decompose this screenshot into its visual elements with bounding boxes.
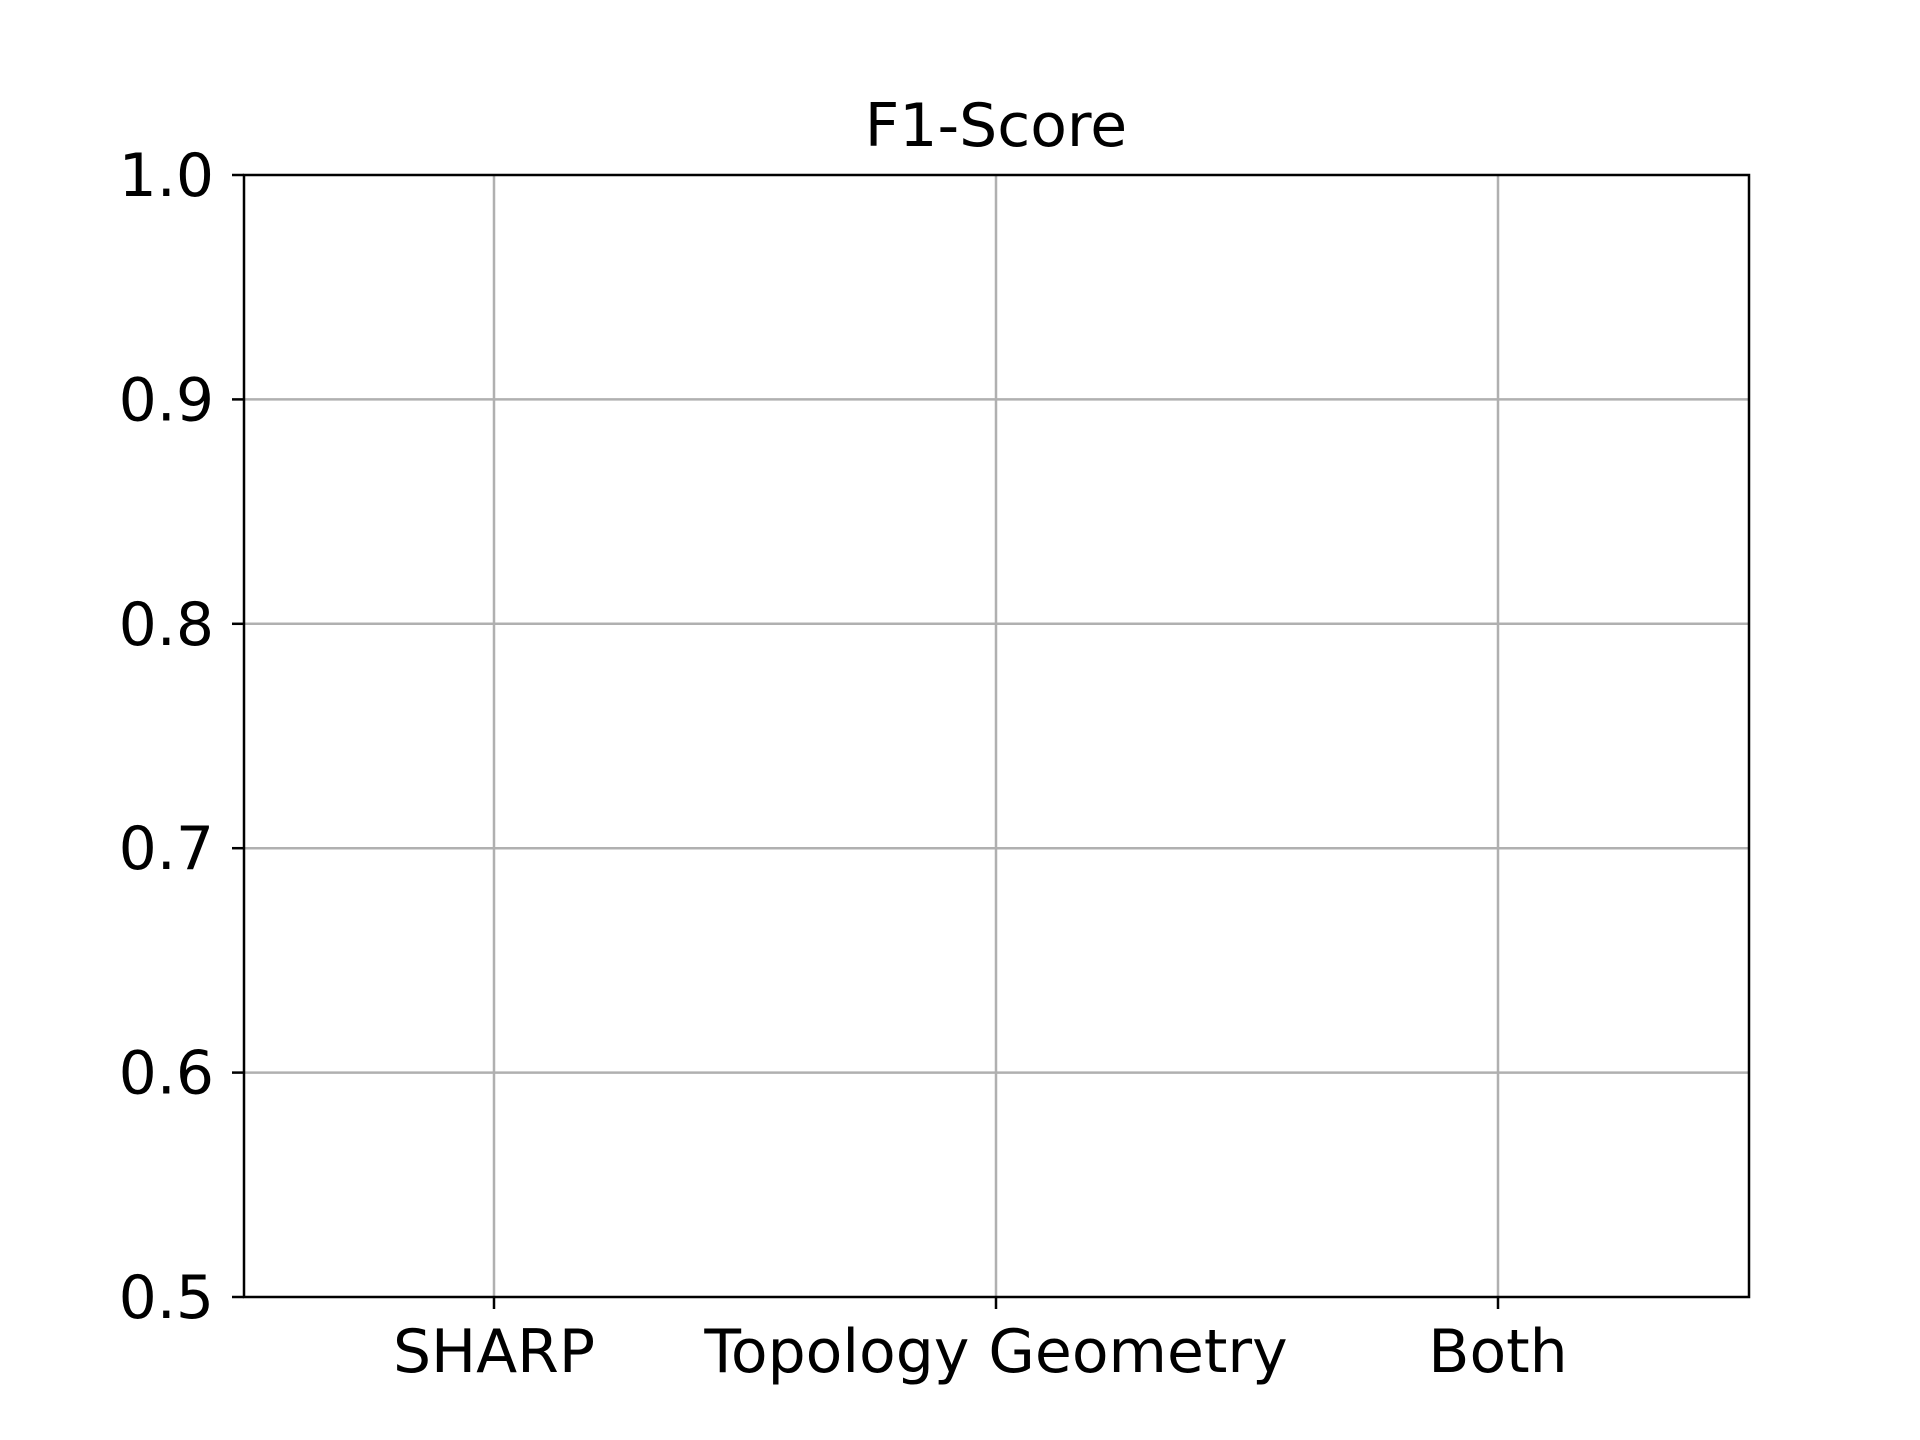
y-axis-ticks: 0.5 0.6 0.7 0.8 0.9 1.0 [119, 141, 244, 1333]
y-tick-label: 0.7 [119, 814, 214, 884]
x-tick-label: Both [1428, 1317, 1567, 1387]
y-tick-label: 0.6 [119, 1039, 214, 1109]
y-tick-label: 0.8 [119, 590, 214, 660]
plot-frame [242, 173, 1751, 1299]
x-tick-label: Topology Geometry [703, 1317, 1287, 1387]
x-axis-ticks: SHARP Topology Geometry Both [393, 1297, 1568, 1387]
chart-title: F1-Score [865, 91, 1127, 161]
y-tick-label: 1.0 [119, 141, 214, 211]
y-tick-label: 0.5 [119, 1263, 214, 1333]
y-tick-label: 0.9 [119, 365, 214, 435]
grid-layer [244, 175, 1749, 1297]
x-tick-label: SHARP [393, 1317, 595, 1387]
